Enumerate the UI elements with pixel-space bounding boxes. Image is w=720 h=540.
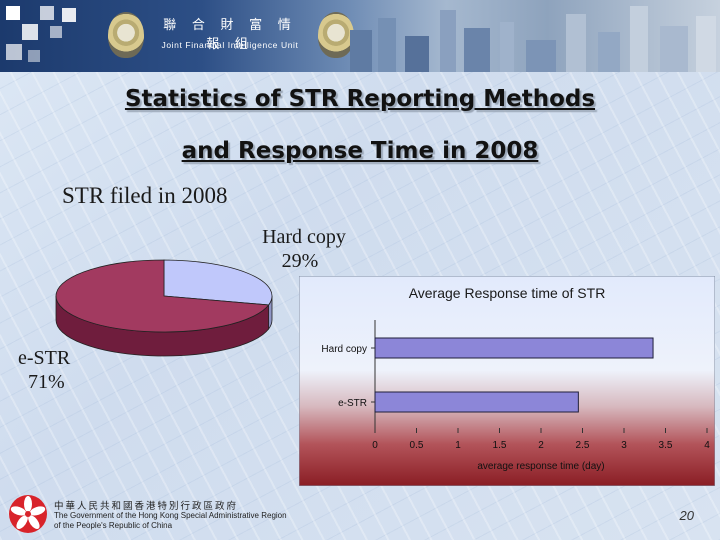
x-tick-label: 4 <box>704 440 710 451</box>
city-skyline-image <box>350 6 716 72</box>
police-emblem <box>108 12 144 58</box>
bar-chart-title: Average Response time of STR <box>409 285 606 301</box>
pie-slice-estr <box>55 259 270 333</box>
bar-category-label: e-STR <box>338 398 367 409</box>
x-tick-label: 3.5 <box>659 440 673 451</box>
pie-chart <box>55 259 273 357</box>
pie-label-hardcopy: Hard copy 29% <box>254 225 354 273</box>
x-tick-label: 3 <box>621 440 627 451</box>
logo-square <box>62 8 76 22</box>
slide-title-line-1: Statistics of STR Reporting Methods <box>124 86 596 112</box>
page-number: 20 <box>679 508 694 523</box>
x-tick-label: 2.5 <box>576 440 590 451</box>
government-name-chinese: 中華人民共和國香港特別行政區政府 <box>54 501 239 512</box>
pie-label-estr: e-STR 71% <box>18 346 70 394</box>
pie-label-estr-name: e-STR <box>18 347 71 369</box>
pie-label-estr-percent: 71% <box>28 371 65 393</box>
government-name-english-line-2: of the People's Republic of China <box>54 521 173 530</box>
bar-estr <box>374 391 579 413</box>
bar-hardcopy <box>374 337 654 359</box>
logo-square <box>22 24 38 40</box>
bar-chart-x-axis-label: average response time (day) <box>477 461 604 472</box>
government-name-english-line-1: The Government of the Hong Kong Special … <box>54 511 287 520</box>
logo-square <box>50 26 62 38</box>
unit-name-english: Joint Financial Intelligence Unit <box>161 40 299 50</box>
x-tick-label: 2 <box>538 440 544 451</box>
logo-square <box>6 44 22 60</box>
logo-square <box>28 50 40 62</box>
government-name-english: The Government of the Hong Kong Special … <box>54 511 287 531</box>
header-banner: 聯 合 財 富 情 報 組 Joint Financial Intelligen… <box>0 0 720 72</box>
x-tick-label: 1 <box>455 440 461 451</box>
unit-name-chinese: 聯 合 財 富 情 報 組 <box>163 17 297 51</box>
customs-emblem <box>318 12 354 58</box>
logo-square <box>6 6 20 20</box>
pie-label-hardcopy-percent: 29% <box>281 250 319 272</box>
x-tick-label: 1.5 <box>493 440 507 451</box>
pie-chart-title: STR filed in 2008 <box>62 183 228 208</box>
pie-slice-hardcopy <box>163 259 273 306</box>
slide-title-line-2: and Response Time in 2008 <box>181 138 539 164</box>
x-tick-label: 0.5 <box>410 440 424 451</box>
bar-category-label: Hard copy <box>321 344 367 355</box>
pie-label-hardcopy-name: Hard copy <box>262 226 346 248</box>
bar-chart-background <box>299 276 715 486</box>
x-tick-label: 0 <box>372 440 378 451</box>
hksar-emblem-icon <box>9 495 47 533</box>
bar-chart-panel: Average Response time of STR average res… <box>299 276 715 486</box>
logo-square <box>40 6 54 20</box>
